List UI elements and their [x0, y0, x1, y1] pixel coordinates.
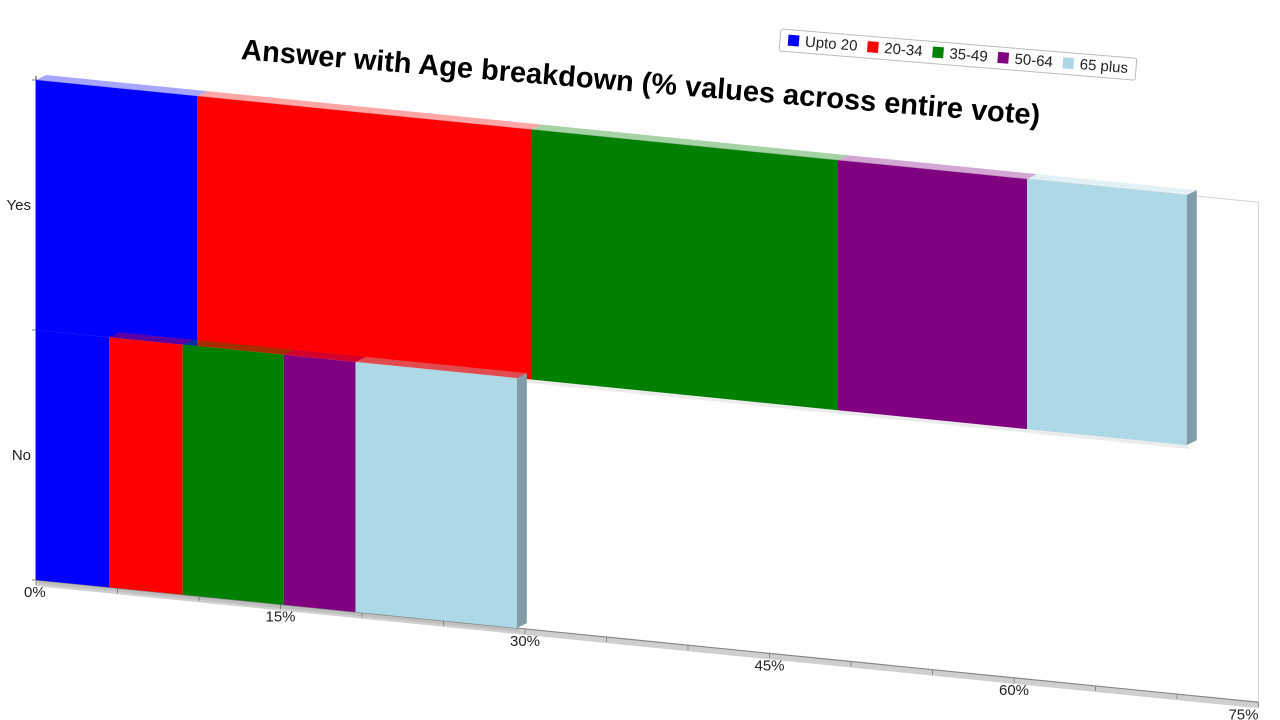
bar-top-no-upto-20 [36, 325, 120, 338]
x-tick-label-0: 0% [24, 584, 46, 601]
bar-shadow-no [36, 580, 521, 633]
legend-label-upto-20[interactable]: Upto 20 [804, 34, 858, 55]
chart-legend[interactable]: Upto 20 20-34 35-49 50-64 65 plus [778, 28, 1138, 81]
bar-no-50-64[interactable] [283, 354, 356, 612]
bar-side-yes [1186, 190, 1197, 446]
legend-swatch-upto-20 [787, 34, 800, 47]
bar-no-35-49[interactable] [182, 344, 284, 605]
bar-no-20-34[interactable] [109, 337, 183, 595]
legend-label-50-64[interactable]: 50-64 [1014, 51, 1054, 71]
bar-yes-65-plus[interactable] [1027, 179, 1187, 446]
bar-top-yes-20-34 [197, 91, 542, 130]
bar-no-65-plus[interactable] [355, 361, 517, 629]
chart-tick-labels: Yes No 0% 15% 30% 45% 60% 75% [7, 197, 1259, 720]
bar-yes-upto-20[interactable] [36, 80, 198, 347]
chart-floor [36, 580, 1259, 709]
bar-yes-35-49[interactable] [531, 129, 838, 411]
bar-top-yes-65-plus [1027, 174, 1197, 196]
legend-label-65-plus[interactable]: 65 plus [1079, 56, 1129, 77]
legend-swatch-35-49 [932, 46, 944, 59]
bar-yes-50-64[interactable] [837, 160, 1028, 430]
legend-swatch-65-plus [1062, 57, 1075, 70]
x-tick-label-75: 75% [1228, 706, 1258, 720]
x-axis-line [35, 579, 1259, 703]
x-tick-label-30: 30% [510, 633, 540, 650]
legend-items: Upto 20 20-34 35-49 50-64 65 plus [787, 34, 1129, 77]
x-tick-label-60: 60% [999, 682, 1029, 699]
bar-top-yes-50-64 [837, 155, 1038, 180]
bar-no-upto-20[interactable] [36, 330, 110, 588]
legend-label-20-34[interactable]: 20-34 [884, 40, 924, 60]
y-tick-label-yes: Yes [7, 197, 31, 214]
x-tick-label-15: 15% [265, 608, 295, 625]
bar-top-yes-35-49 [531, 124, 848, 161]
chart-bars [36, 75, 1197, 633]
axis-floor [36, 580, 1259, 709]
bar-top-no-50-64 [283, 349, 366, 362]
legend-swatch-20-34 [866, 41, 879, 54]
bar-top-no-35-49 [182, 339, 294, 355]
bar-top-no-65-plus [355, 356, 527, 379]
bar-side-no [516, 373, 527, 629]
bar-top-yes-upto-20 [36, 75, 208, 97]
x-tick-label-45: 45% [754, 657, 784, 674]
bar-yes-20-34[interactable] [197, 96, 532, 380]
y-tick-label-no: No [12, 447, 31, 464]
legend-label-35-49[interactable]: 35-49 [949, 45, 989, 65]
legend-swatch-50-64 [997, 51, 1010, 64]
bar-top-no-20-34 [109, 332, 193, 345]
